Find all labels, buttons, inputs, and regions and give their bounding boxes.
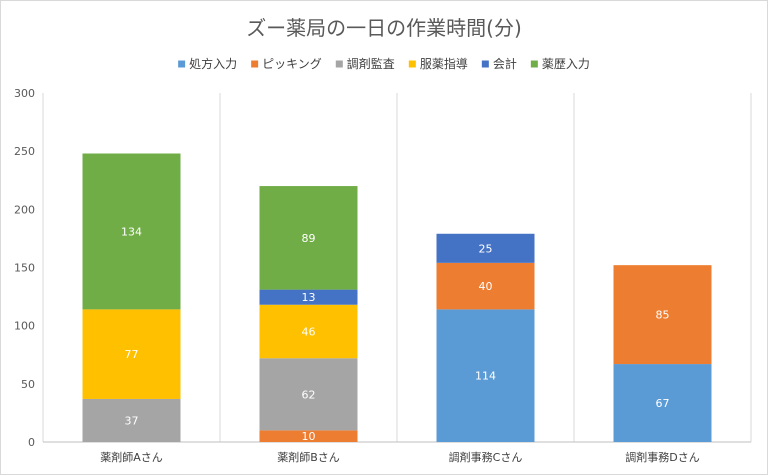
data-label: 62 [302,388,316,401]
legend-swatch [408,60,416,68]
x-category-label: 薬剤師Bさん [277,450,340,464]
y-tick-label: 0 [28,436,35,449]
x-axis: 薬剤師Aさん 薬剤師Bさん 調剤事務Cさん 調剤事務Dさん [100,450,700,464]
bar-segment [82,398,181,442]
y-tick-label: 200 [14,203,35,216]
bar-segment [436,233,535,263]
data-label: 25 [479,242,493,255]
bar-segment [613,265,712,365]
data-label: 89 [302,232,316,245]
x-category-label: 調剤事務Dさん [625,450,699,464]
legend: 処方入力 ピッキング 調剤監査 服薬指導 会計 薬歴入力 [178,56,590,71]
data-label: 40 [479,280,493,293]
y-tick-label: 100 [14,320,35,333]
bar-segment [259,358,358,431]
bar-segment [436,309,535,442]
data-label: 13 [302,291,316,304]
data-label: 114 [475,370,496,383]
data-label: 67 [656,397,670,410]
x-category-label: 薬剤師Aさん [100,450,163,464]
chart-title: ズー薬局の一日の作業時間(分) [246,16,522,40]
legend-label: 薬歴入力 [542,57,590,71]
bar-segment [259,186,358,290]
data-label: 134 [121,225,142,238]
legend-swatch [481,60,489,68]
y-tick-label: 300 [14,87,35,100]
bar-segment [613,364,712,442]
legend-swatch [178,60,186,68]
legend-swatch [530,60,538,68]
data-label: 77 [125,348,139,361]
bar-segment [259,289,358,305]
bar-segment [436,262,535,310]
legend-label: 会計 [493,56,517,71]
bar-segment [259,304,358,359]
bar-segment [82,309,181,399]
data-label: 85 [656,309,670,322]
legend-label: 処方入力 [189,56,237,71]
bar-segment [82,153,181,310]
legend-swatch [335,60,343,68]
data-label: 10 [302,430,316,443]
y-tick-label: 50 [21,378,35,391]
y-axis: 0 50 100 150 200 250 300 [14,87,35,449]
bar-segment [259,430,358,442]
legend-label: 調剤監査 [347,56,395,71]
legend-swatch [251,60,259,68]
bars: 37 77 134 10 62 46 13 89 114 40 25 67 85 [82,153,712,443]
y-tick-label: 250 [14,145,35,158]
data-label: 37 [125,414,139,427]
legend-label: 服薬指導 [420,56,468,71]
x-category-label: 調剤事務Cさん [449,450,523,464]
legend-label: ピッキング [262,57,322,71]
data-label: 46 [302,325,316,338]
y-tick-label: 150 [14,262,35,275]
